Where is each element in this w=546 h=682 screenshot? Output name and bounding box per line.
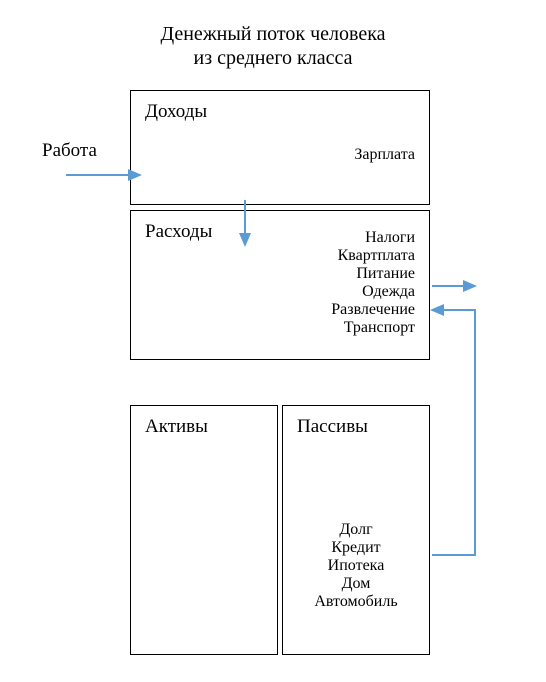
expense-item: Налоги xyxy=(331,229,415,247)
liabilities-box: Пассивы ДолгКредитИпотекаДомАвтомобиль xyxy=(282,405,430,655)
expense-item: Транспорт xyxy=(331,319,415,337)
liab-to-expense-arrow xyxy=(432,310,475,555)
liabilities-items: ДолгКредитИпотекаДомАвтомобиль xyxy=(283,521,429,611)
title-line-1: Денежный поток человека xyxy=(160,23,385,45)
liability-item: Автомобиль xyxy=(283,593,429,611)
expense-item: Квартплата xyxy=(331,247,415,265)
expenses-items: НалогиКвартплатаПитаниеОдеждаРазвлечение… xyxy=(331,229,415,337)
work-label: Работа xyxy=(42,140,97,162)
income-item: Зарплата xyxy=(354,146,415,164)
expense-item: Питание xyxy=(331,265,415,283)
expense-item: Одежда xyxy=(331,283,415,301)
liability-item: Кредит xyxy=(283,539,429,557)
liabilities-title: Пассивы xyxy=(297,416,415,438)
income-items: Зарплата xyxy=(354,146,415,164)
expense-item: Развлечение xyxy=(331,301,415,319)
liability-item: Ипотека xyxy=(283,557,429,575)
assets-box: Активы xyxy=(130,405,278,655)
diagram-stage: Денежный поток человека из среднего клас… xyxy=(0,0,546,682)
income-title: Доходы xyxy=(145,101,415,123)
title-line-2: из среднего класса xyxy=(0,46,546,70)
expenses-box: Расходы НалогиКвартплатаПитаниеОдеждаРаз… xyxy=(130,210,430,360)
income-box: Доходы Зарплата xyxy=(130,90,430,205)
liability-item: Дом xyxy=(283,575,429,593)
liability-item: Долг xyxy=(283,521,429,539)
diagram-title: Денежный поток человека из среднего клас… xyxy=(0,22,546,70)
assets-title: Активы xyxy=(145,416,263,438)
